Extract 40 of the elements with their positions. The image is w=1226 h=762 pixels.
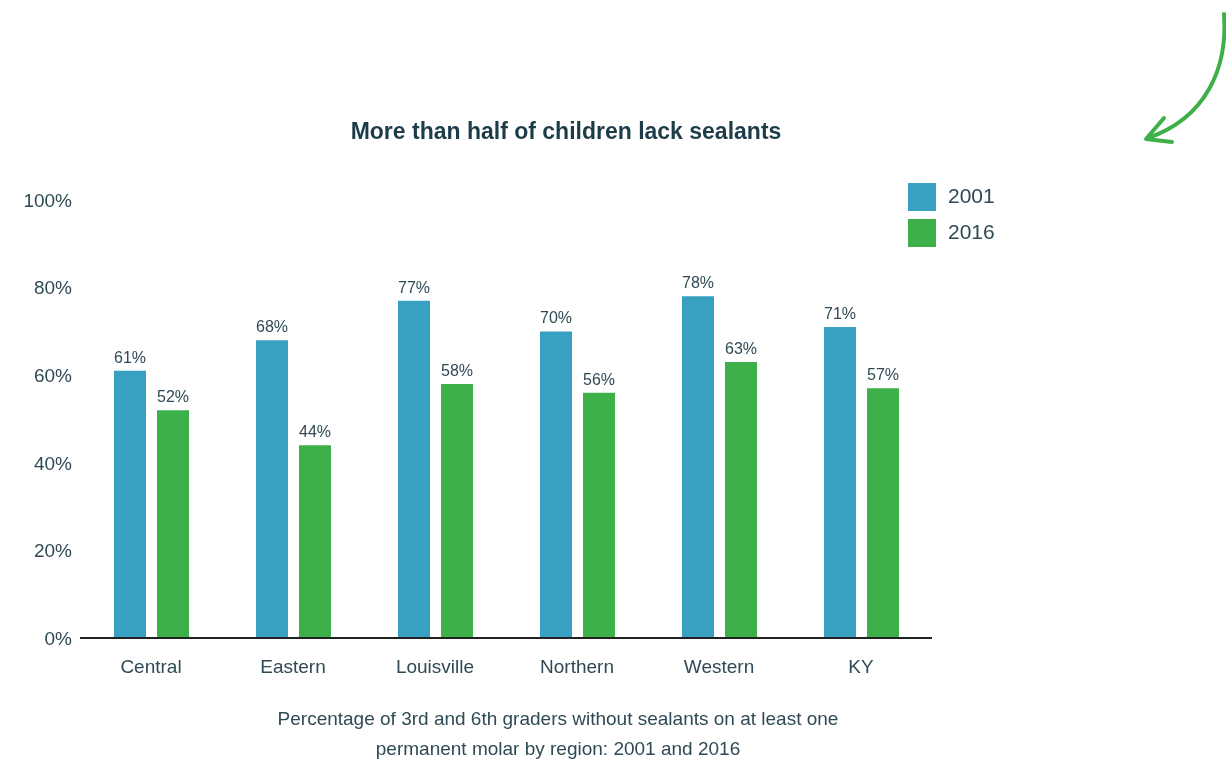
data-label: 68% bbox=[255, 318, 289, 336]
chart-title: More than half of children lack sealants bbox=[349, 118, 783, 145]
x-tick-label: Northern bbox=[540, 656, 614, 678]
bar bbox=[441, 383, 473, 638]
x-tick-label: Western bbox=[683, 656, 755, 678]
data-label: 56% bbox=[582, 370, 616, 388]
x-tick-label: Louisville bbox=[395, 656, 475, 678]
y-tick-label: 80% bbox=[33, 277, 73, 299]
bar bbox=[824, 327, 856, 638]
bar bbox=[540, 331, 572, 638]
x-tick-label: KY bbox=[848, 656, 874, 678]
bar bbox=[256, 340, 288, 638]
data-label: 61% bbox=[113, 348, 147, 366]
data-label: 70% bbox=[539, 309, 573, 327]
x-tick-label: Eastern bbox=[260, 656, 326, 678]
y-tick-label: 100% bbox=[23, 189, 73, 211]
legend-label: 2001 bbox=[948, 184, 995, 207]
data-label: 52% bbox=[156, 388, 190, 406]
y-tick-label: 20% bbox=[33, 540, 73, 562]
bar bbox=[157, 410, 189, 638]
data-label: 58% bbox=[440, 361, 474, 379]
bar bbox=[114, 370, 146, 638]
text: Percentage of 3rd and 6th graders without sealants on at least one permanent molar by region: 2001 and 2016 bbox=[276, 707, 840, 761]
bar bbox=[583, 392, 615, 638]
bar bbox=[725, 362, 757, 638]
bar bbox=[299, 445, 331, 638]
bar bbox=[398, 300, 430, 638]
data-label: 57% bbox=[866, 366, 900, 384]
data-label: 44% bbox=[298, 423, 332, 441]
y-tick-label: 40% bbox=[33, 452, 73, 474]
data-label: 77% bbox=[397, 278, 431, 296]
data-label: 63% bbox=[724, 340, 758, 358]
x-tick-label: Central bbox=[120, 656, 182, 678]
data-label: 78% bbox=[681, 274, 715, 292]
legend-label: 2016 bbox=[948, 220, 995, 243]
y-tick-label: 60% bbox=[33, 364, 73, 386]
bar bbox=[682, 296, 714, 638]
y-tick-label: 0% bbox=[44, 627, 73, 649]
data-label: 71% bbox=[823, 305, 857, 323]
bar bbox=[867, 388, 899, 638]
